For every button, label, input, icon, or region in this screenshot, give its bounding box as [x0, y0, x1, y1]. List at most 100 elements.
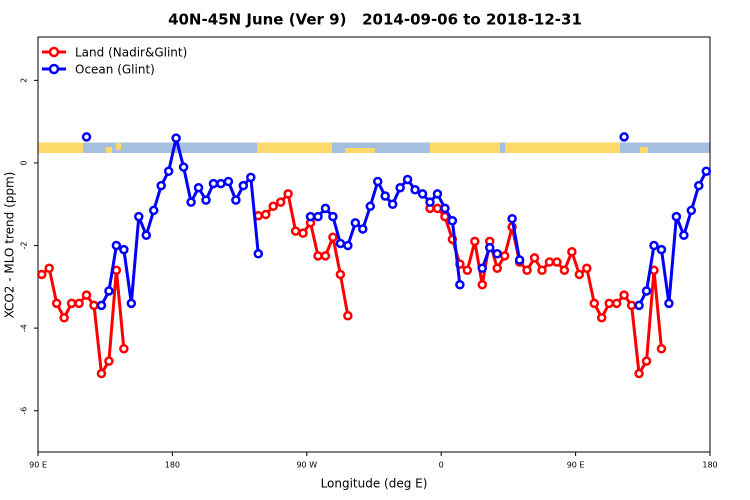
data-point — [619, 132, 629, 142]
data-point — [268, 201, 278, 212]
data-point — [283, 189, 293, 199]
data-point — [313, 211, 323, 222]
data-point — [275, 197, 286, 207]
data-point — [193, 182, 204, 193]
data-point — [320, 251, 331, 261]
legend-label: Land (Nadir&Glint) — [75, 46, 187, 60]
data-point — [335, 238, 346, 249]
data-point — [544, 257, 555, 267]
data-point — [298, 228, 308, 238]
data-point — [201, 195, 211, 205]
data-point — [253, 249, 264, 259]
data-point — [656, 344, 667, 354]
x-tick-label: 180 — [165, 461, 180, 470]
data-point — [499, 251, 510, 261]
data-point — [596, 313, 607, 323]
data-point — [440, 203, 450, 214]
data-point — [432, 203, 443, 214]
x-tick-label: 180 — [702, 461, 717, 470]
data-point — [425, 197, 435, 207]
data-point — [634, 300, 644, 311]
data-point — [664, 298, 674, 309]
legend: Land (Nadir&Glint) Ocean (Glint) — [42, 46, 187, 77]
data-point — [313, 251, 323, 261]
data-point — [641, 356, 652, 366]
data-point — [335, 269, 346, 280]
data-point — [410, 185, 420, 195]
data-point — [567, 246, 577, 257]
data-point — [626, 300, 637, 311]
data-point — [343, 240, 353, 251]
data-point — [432, 189, 443, 199]
data-point — [96, 368, 107, 379]
data-point — [574, 269, 585, 280]
x-tick-label: 90 E — [567, 461, 585, 470]
y-tick-label: -6 — [20, 407, 29, 415]
data-point — [119, 244, 129, 255]
data-point — [686, 205, 697, 216]
chart-title: 40N-45N June (Ver 9) 2014-09-06 to 2018-… — [168, 11, 582, 29]
legend-label: Ocean (Glint) — [75, 63, 155, 77]
data-point — [126, 298, 137, 309]
data-point — [81, 290, 92, 300]
data-point — [104, 286, 114, 296]
data-point — [216, 178, 226, 189]
data-point — [156, 180, 166, 191]
data-point — [380, 191, 390, 201]
data-point — [679, 230, 689, 240]
data-point — [477, 280, 488, 290]
y-tick-label: 0 — [20, 160, 29, 165]
surface-strip — [38, 142, 710, 153]
data-point — [246, 172, 256, 183]
legend-swatch — [48, 63, 60, 75]
data-point — [111, 240, 122, 251]
data-point — [59, 313, 69, 323]
data-point — [395, 182, 405, 193]
data-point — [387, 199, 398, 209]
data-point — [320, 203, 331, 214]
data-point — [81, 132, 92, 142]
data-point — [372, 176, 383, 187]
data-point — [492, 263, 502, 273]
data-point — [589, 298, 600, 309]
data-point — [529, 253, 540, 263]
data-point — [119, 344, 129, 354]
data-point — [507, 213, 517, 224]
data-point — [447, 216, 458, 226]
data-point — [611, 298, 622, 309]
data-point — [455, 280, 465, 290]
data-point — [462, 265, 473, 276]
data-point — [223, 176, 234, 187]
x-tick-label: 90 E — [29, 461, 47, 470]
data-point — [305, 211, 316, 222]
x-tick-label: 90 W — [296, 461, 317, 470]
y-tick-label: -4 — [20, 324, 29, 332]
data-point — [492, 249, 502, 259]
data-point — [104, 356, 114, 366]
data-point — [178, 162, 189, 172]
data-point — [36, 269, 47, 280]
data-point — [522, 265, 532, 276]
data-point — [484, 242, 495, 253]
data-point — [89, 300, 99, 311]
data-point — [365, 201, 376, 212]
data-point — [51, 298, 62, 309]
data-point — [44, 263, 54, 273]
data-point — [582, 263, 592, 273]
data-point — [231, 195, 241, 205]
y-axis-label: XCO2 - MLO trend (ppm) — [3, 172, 17, 319]
data-point — [328, 211, 338, 222]
data-point — [470, 236, 480, 247]
data-point — [604, 298, 614, 309]
x-tick-label: 0 — [439, 461, 444, 470]
data-point — [350, 218, 361, 228]
legend-swatch — [48, 46, 60, 58]
data-point — [656, 244, 667, 255]
x-axis-label: Longitude (deg E) — [321, 477, 428, 491]
data-point — [260, 209, 271, 220]
data-point — [552, 257, 562, 267]
data-point — [537, 265, 547, 276]
series-line — [100, 136, 708, 307]
data-point — [514, 255, 525, 265]
data-point — [634, 368, 644, 379]
